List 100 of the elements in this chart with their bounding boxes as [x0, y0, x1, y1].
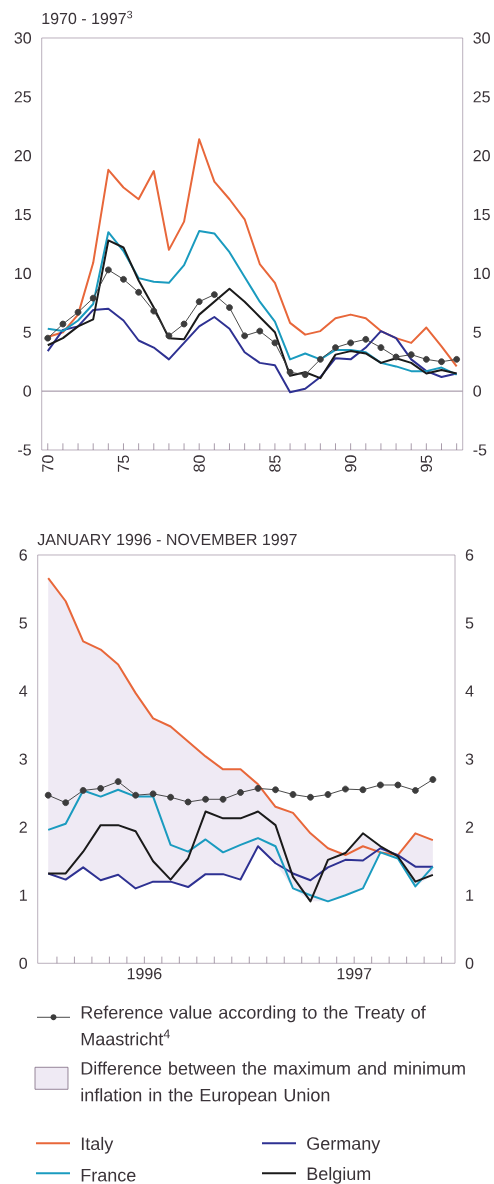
y2-tick-label: 3	[465, 753, 474, 765]
point	[407, 351, 415, 359]
y2-tick-label: 25	[473, 91, 490, 103]
y2-tick-label: 2	[465, 821, 474, 833]
y2-tick-label: 0	[473, 385, 482, 397]
x-tick-label: 80	[193, 455, 205, 472]
y-tick-label: 1	[19, 889, 27, 901]
y2-tick-label: 4	[465, 685, 474, 697]
legend-label: Germany	[307, 1137, 381, 1154]
y2-tick-label: 1	[466, 889, 474, 901]
y2-tick-label: -5	[473, 444, 487, 456]
y-tick-label: 30	[14, 32, 32, 44]
legend-label: Reference value according to the Treaty of Maastricht$^{4}$	[81, 1005, 426, 1046]
point	[150, 307, 158, 315]
point	[219, 795, 227, 803]
line-series	[47, 788, 434, 903]
point	[104, 266, 112, 274]
y-tick-label: 5	[19, 617, 27, 629]
point	[271, 339, 279, 347]
point	[120, 275, 127, 283]
y-tick-label: 20	[14, 150, 32, 162]
y2-tick-label: 10	[473, 267, 490, 280]
y2-tick-label: 6	[465, 549, 474, 561]
x-tick-label: 75	[117, 455, 130, 472]
point	[74, 308, 82, 316]
point	[324, 791, 332, 798]
point	[165, 332, 173, 340]
x-tick-label: 1997	[337, 968, 372, 980]
point	[301, 371, 309, 379]
y-tick-label: 15	[15, 208, 31, 221]
point	[180, 320, 188, 328]
y-tick-label: 4	[19, 685, 28, 697]
point	[272, 786, 279, 794]
point	[254, 785, 262, 792]
x-tick-label: 85	[269, 455, 281, 472]
point	[195, 298, 203, 306]
legend-label: Italy	[81, 1136, 114, 1154]
point	[241, 332, 249, 340]
point	[256, 327, 264, 335]
point	[359, 786, 367, 794]
point	[237, 789, 244, 796]
point	[286, 368, 294, 376]
y-tick-label: 2	[19, 821, 27, 833]
point	[44, 791, 52, 799]
y-tick-label: 0	[23, 385, 32, 397]
point	[316, 355, 324, 363]
point	[411, 787, 419, 794]
y2-tick-label: 5	[465, 617, 474, 629]
point	[149, 790, 157, 798]
point	[392, 353, 400, 361]
y2-tick-label: 5	[473, 326, 481, 338]
y2-tick-label: 30	[473, 32, 490, 44]
x-tick-label: 95	[420, 455, 433, 472]
x-tick-label: 90	[344, 455, 357, 472]
point	[332, 344, 339, 351]
y-tick-label: 5	[23, 326, 31, 338]
point	[342, 785, 349, 793]
chart-title: JANUARY 1996 - NOVEMBER 1997	[37, 533, 297, 546]
point	[184, 798, 192, 806]
point	[347, 339, 355, 347]
point	[377, 344, 385, 351]
y2-tick-label: 20	[473, 150, 490, 162]
point	[132, 791, 140, 799]
point	[167, 793, 174, 801]
y-tick-label: 0	[19, 957, 28, 969]
y-tick-label: 3	[19, 753, 27, 765]
point	[114, 778, 122, 785]
y2-tick-label: 0	[465, 957, 474, 969]
legend-label: France	[81, 1169, 136, 1182]
point	[89, 294, 97, 302]
y-tick-label: 25	[14, 91, 31, 103]
x-tick-label: 1996	[127, 968, 162, 980]
line-series	[47, 845, 434, 890]
point	[44, 334, 52, 342]
y-tick-label: -5	[18, 444, 31, 456]
point	[362, 335, 370, 343]
point	[226, 304, 233, 311]
point	[59, 320, 67, 328]
y-tick-label: 6	[19, 549, 27, 561]
point	[307, 793, 314, 801]
point	[289, 791, 297, 798]
legend-label: Difference between the maximum and minimum inflation in the European Union	[81, 1061, 465, 1106]
point	[377, 781, 384, 789]
point	[62, 799, 70, 807]
line-series	[47, 810, 434, 903]
y-tick-label: 10	[15, 267, 32, 280]
x-tick-label: 70	[42, 455, 54, 472]
point	[135, 288, 143, 296]
point	[438, 358, 445, 366]
point	[453, 355, 461, 363]
y2-tick-label: 15	[473, 208, 490, 221]
chart-title: 1970 - 1997$^{3}$	[42, 10, 133, 25]
point	[79, 787, 87, 794]
point	[210, 291, 218, 299]
point	[394, 781, 402, 789]
legend-label: Belgium	[307, 1166, 371, 1184]
point	[202, 795, 209, 803]
point	[429, 776, 437, 783]
point	[97, 785, 105, 792]
point	[422, 355, 430, 363]
